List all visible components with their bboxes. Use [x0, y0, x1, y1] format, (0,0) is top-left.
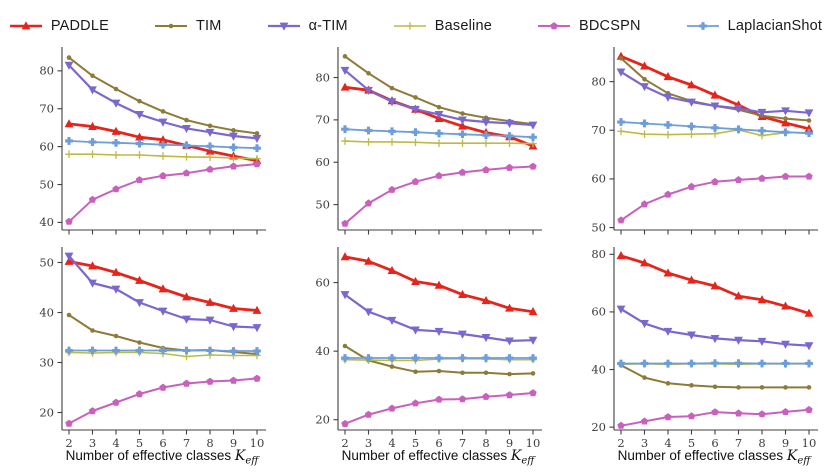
svg-text:30: 30	[39, 355, 54, 369]
svg-text:70: 70	[591, 123, 606, 137]
line-chart-top-left: 40 50 60 70 80	[39, 47, 266, 235]
x-axis-label-subscript: eff	[245, 455, 259, 467]
legend-label: α-TIM	[308, 17, 348, 34]
svg-text:80: 80	[315, 70, 330, 84]
svg-text:8: 8	[206, 436, 213, 450]
svg-text:6: 6	[435, 436, 442, 450]
svg-text:60: 60	[315, 275, 330, 289]
x-axis-label-math-k: K	[234, 448, 246, 464]
legend: PADDLE TIM α-TIM Baseline BDCSPN Laplaci…	[0, 0, 830, 42]
svg-text:60: 60	[591, 305, 606, 319]
svg-text:40: 40	[315, 344, 330, 358]
legend-item-tim: TIM	[153, 18, 222, 34]
svg-text:70: 70	[315, 113, 330, 127]
svg-text:6: 6	[159, 436, 166, 450]
svg-text:9: 9	[230, 436, 237, 450]
x-axis-label-subscript: eff	[797, 455, 811, 467]
svg-text:40: 40	[39, 215, 54, 229]
charts-grid: 40 50 60 70 80 50 60 70 80 50 60 70 80 20 30 40 50 2 3 4…	[0, 42, 830, 467]
charts-row-bottom: 20 30 40 50 2 3 4 5 6 7 8 9 10 Number of effective c…	[0, 242, 830, 467]
x-axis-label: Number of effective classes Keff	[552, 448, 828, 467]
svg-text:3: 3	[365, 436, 372, 450]
legend-item-baseline: Baseline	[392, 18, 492, 34]
svg-text:80: 80	[591, 74, 606, 88]
svg-text:60: 60	[39, 139, 54, 153]
legend-label: TIM	[196, 17, 222, 34]
x-axis-label: Number of effective classes Keff	[0, 448, 276, 467]
svg-text:3: 3	[641, 436, 648, 450]
tim-line-marker-icon	[155, 23, 187, 28]
x-axis-label-text: Number of effective classes	[341, 448, 511, 463]
svg-text:9: 9	[782, 436, 789, 450]
svg-text:5: 5	[136, 436, 143, 450]
svg-text:7: 7	[459, 436, 466, 450]
chart-cell-bottom-right: 20 40 60 80 2 3 4 5 6 7 8 9 10 Number of effective c…	[552, 242, 828, 467]
baseline-line-marker-icon	[393, 21, 426, 30]
legend-item-alpha-tim: α-TIM	[266, 18, 348, 34]
svg-text:9: 9	[506, 436, 513, 450]
svg-text:2: 2	[65, 436, 72, 450]
chart-cell-bottom-left: 20 30 40 50 2 3 4 5 6 7 8 9 10 Number of effective c…	[0, 242, 276, 467]
x-axis-label-subscript: eff	[521, 455, 535, 467]
legend-label: BDCSPN	[579, 17, 641, 34]
legend-label: Baseline	[434, 17, 492, 34]
line-chart-bottom-left: 20 30 40 50 2 3 4 5 6 7 8 9 10	[39, 247, 266, 450]
svg-text:7: 7	[183, 436, 190, 450]
paddle-line-marker-icon	[9, 20, 42, 29]
svg-text:50: 50	[315, 197, 330, 211]
svg-text:10: 10	[802, 436, 817, 450]
svg-text:5: 5	[412, 436, 419, 450]
chart-cell-bottom-middle: 20 40 60 2 3 4 5 6 7 8 9 10 Number of effective cla…	[276, 242, 552, 467]
svg-text:10: 10	[526, 436, 541, 450]
svg-text:50: 50	[39, 255, 54, 269]
svg-text:5: 5	[688, 436, 695, 450]
legend-item-bdcspn: BDCSPN	[536, 18, 641, 34]
legend-label: LaplacianShot	[727, 17, 823, 34]
svg-text:50: 50	[591, 220, 606, 234]
line-chart-top-right: 50 60 70 80	[591, 47, 818, 235]
x-axis-label-text: Number of effective classes	[65, 448, 235, 463]
svg-text:20: 20	[591, 420, 606, 434]
svg-text:20: 20	[39, 405, 54, 419]
chart-cell-top-middle: 50 60 70 80	[276, 42, 552, 242]
svg-text:70: 70	[39, 102, 54, 116]
svg-text:6: 6	[711, 436, 718, 450]
svg-text:40: 40	[591, 362, 606, 376]
svg-text:3: 3	[89, 436, 96, 450]
svg-text:20: 20	[315, 413, 330, 427]
svg-text:60: 60	[591, 172, 606, 186]
svg-text:2: 2	[341, 436, 348, 450]
svg-text:10: 10	[250, 436, 265, 450]
svg-text:4: 4	[664, 436, 671, 450]
svg-text:8: 8	[758, 436, 765, 450]
svg-text:60: 60	[315, 155, 330, 169]
line-chart-bottom-middle: 20 40 60 2 3 4 5 6 7 8 9 10	[315, 247, 542, 450]
svg-text:4: 4	[388, 436, 395, 450]
svg-text:80: 80	[39, 64, 54, 78]
svg-text:80: 80	[591, 247, 606, 261]
svg-text:7: 7	[735, 436, 742, 450]
chart-cell-top-right: 50 60 70 80	[552, 42, 828, 242]
charts-row-top: 40 50 60 70 80 50 60 70 80 50 60 70 80	[0, 42, 830, 242]
laplacianshot-line-marker-icon	[686, 21, 719, 30]
svg-text:2: 2	[617, 436, 624, 450]
x-axis-label-math-k: K	[786, 448, 798, 464]
bdcspn-line-marker-icon	[538, 21, 570, 29]
legend-item-laplacianshot: LaplacianShot	[685, 18, 823, 34]
chart-cell-top-left: 40 50 60 70 80	[0, 42, 276, 242]
x-axis-label-text: Number of effective classes	[617, 448, 787, 463]
svg-text:50: 50	[39, 177, 54, 191]
svg-text:4: 4	[112, 436, 119, 450]
x-axis-label-math-k: K	[510, 448, 522, 464]
line-chart-top-middle: 50 60 70 80	[315, 47, 542, 235]
line-chart-bottom-right: 20 40 60 80 2 3 4 5 6 7 8 9 10	[591, 247, 818, 450]
svg-text:8: 8	[482, 436, 489, 450]
legend-label: PADDLE	[50, 17, 109, 34]
svg-text:40: 40	[39, 305, 54, 319]
legend-item-paddle: PADDLE	[8, 18, 109, 34]
alpha-tim-line-marker-icon	[267, 22, 300, 31]
x-axis-label: Number of effective classes Keff	[276, 448, 552, 467]
